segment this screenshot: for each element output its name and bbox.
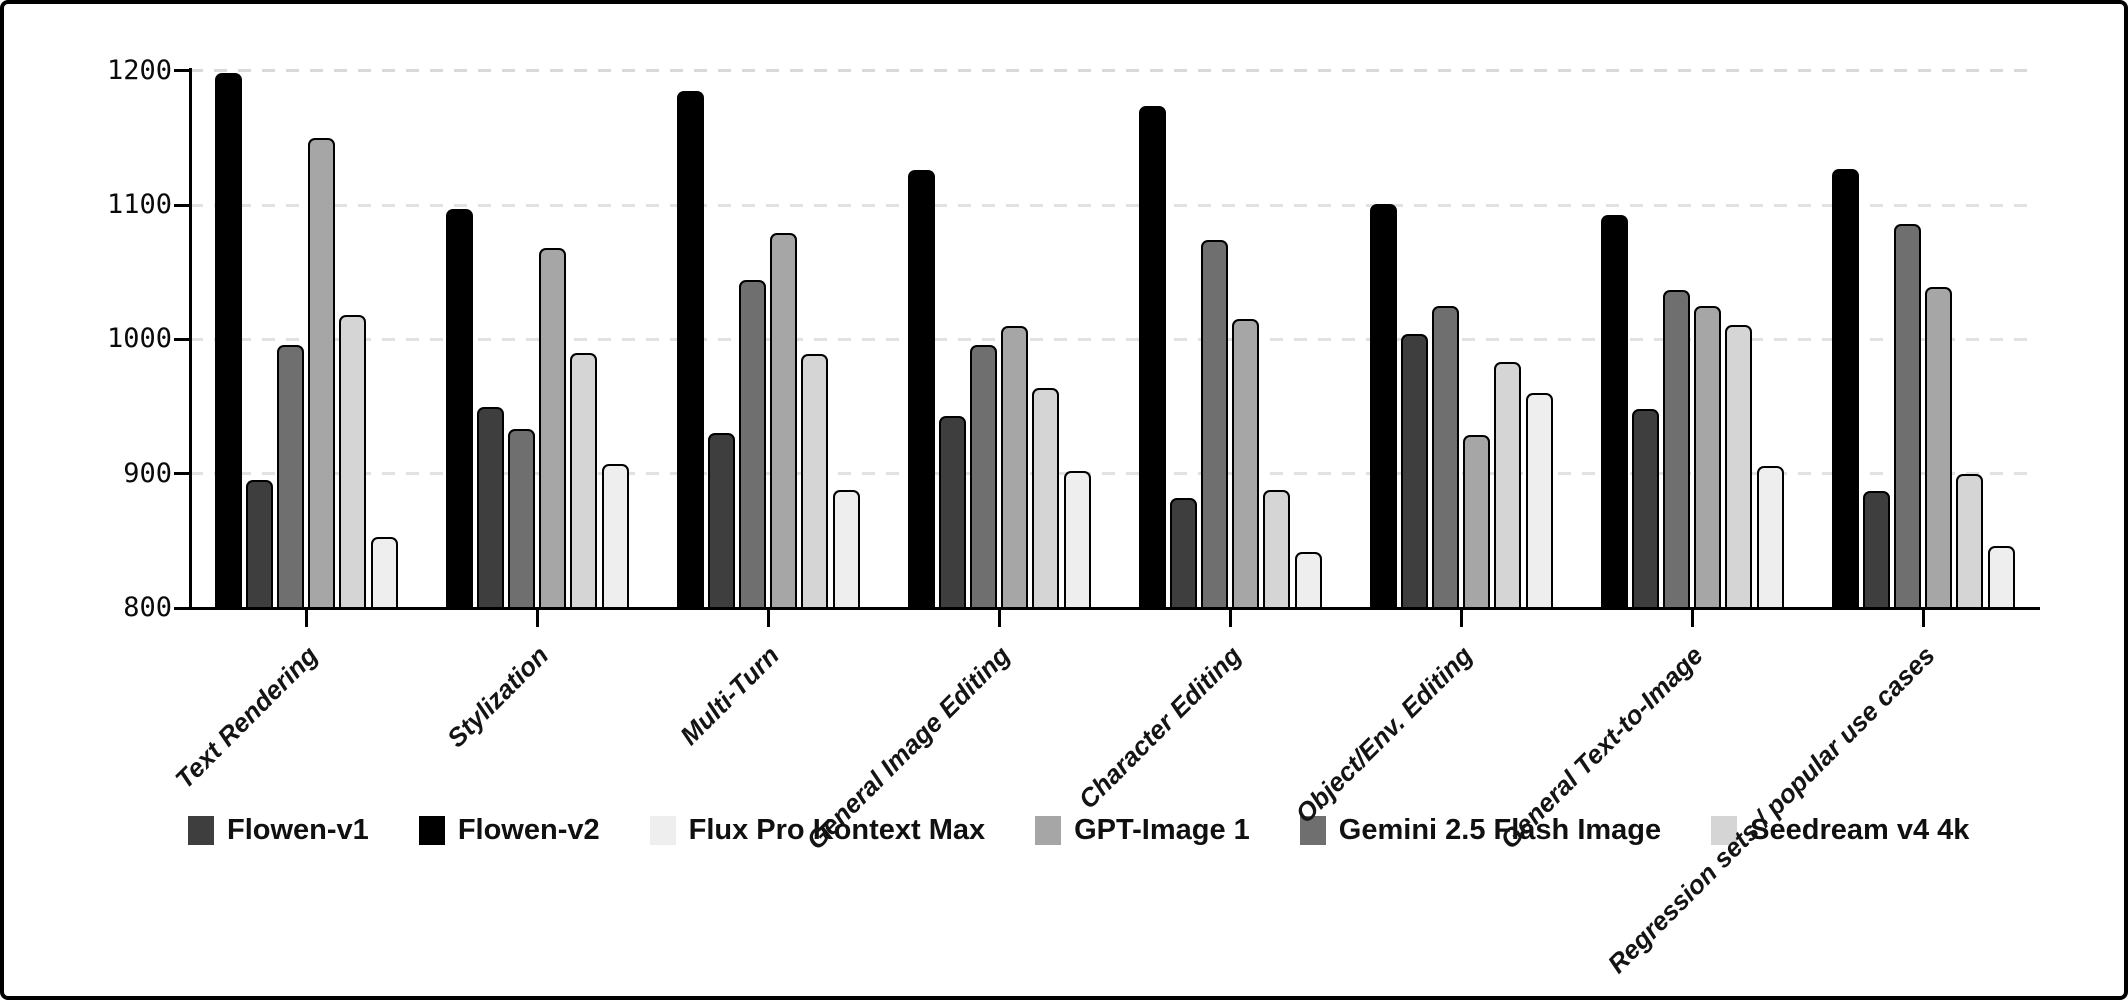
bar-gemini-2-5-flash-image-text-rendering (276, 344, 304, 608)
gridline-1100 (190, 203, 2032, 207)
bar-gpt-image-1-regression-sets-popular-use-cases (1925, 287, 1953, 608)
bar-gpt-image-1-text-rendering (308, 137, 336, 608)
legend-item-flux-pro-kontext-max: Flux Pro Kontext Max (649, 814, 986, 847)
x-tick-character-editing (1228, 608, 1232, 627)
legend-label-flux-pro-kontext-max: Flux Pro Kontext Max (688, 814, 986, 846)
y-tick-1000 (174, 337, 190, 341)
legend-swatch-gemini-2-5-flash-image (1299, 816, 1326, 845)
gridline-900 (190, 472, 2032, 476)
y-axis-tick-label: 800 (123, 592, 172, 623)
x-axis-label: Multi-Turn (674, 640, 786, 751)
bar-flux-pro-kontext-max-character-editing (1294, 551, 1322, 608)
bar-gemini-2-5-flash-image-character-editing (1200, 240, 1228, 608)
legend-swatch-flux-pro-kontext-max (649, 816, 676, 845)
bar-flux-pro-kontext-max-general-image-editing (1063, 471, 1091, 608)
x-tick-multi-turn (766, 608, 770, 627)
bar-gemini-2-5-flash-image-object-env-editing (1431, 305, 1459, 608)
x-axis-label: Character Editing (1072, 640, 1248, 815)
x-axis-label: Stylization (441, 640, 555, 754)
bar-flux-pro-kontext-max-general-text-to-image (1756, 465, 1784, 608)
x-tick-regression-sets-popular-use-cases (1921, 608, 1925, 627)
y-tick-900 (174, 472, 190, 476)
y-axis-tick-label: 1200 (106, 54, 172, 86)
legend-label-gemini-2-5-flash-image: Gemini 2.5 Flash Image (1338, 814, 1662, 846)
bar-flux-pro-kontext-max-object-env-editing (1525, 393, 1553, 608)
bar-flowen-v1-regression-sets-popular-use-cases (1862, 491, 1890, 608)
x-axis-label: Object/Env. Editing (1289, 640, 1479, 829)
bar-flowen-v1-multi-turn (707, 433, 735, 608)
bar-flux-pro-kontext-max-regression-sets-popular-use-cases (1987, 546, 2015, 608)
x-tick-stylization (535, 608, 539, 627)
bar-gpt-image-1-object-env-editing (1463, 434, 1491, 608)
bar-gemini-2-5-flash-image-regression-sets-popular-use-cases (1893, 223, 1921, 608)
bar-flux-pro-kontext-max-stylization (601, 464, 629, 608)
bar-flowen-v2-general-image-editing (907, 170, 935, 608)
bar-seedream-v4-4k-general-text-to-image (1725, 324, 1753, 608)
legend-label-flowen-v2: Flowen-v2 (457, 814, 600, 846)
legend: Flowen-v1 Flowen-v2 Flux Pro Kontext Max GP… (188, 814, 1969, 847)
legend-swatch-flowen-v1 (188, 816, 214, 845)
bar-flowen-v2-regression-sets-popular-use-cases (1831, 168, 1859, 608)
bar-gpt-image-1-general-text-to-image (1694, 305, 1722, 608)
y-axis-tick-label: 1100 (106, 189, 172, 221)
bar-flowen-v2-multi-turn (676, 90, 704, 608)
bar-flowen-v1-object-env-editing (1400, 334, 1428, 608)
x-tick-general-image-editing (997, 608, 1001, 627)
bar-gemini-2-5-flash-image-stylization (507, 429, 535, 608)
bar-seedream-v4-4k-object-env-editing (1494, 362, 1522, 608)
bar-seedream-v4-4k-stylization (570, 352, 598, 608)
legend-swatch-flowen-v2 (418, 816, 445, 845)
y-tick-1200 (174, 69, 190, 73)
legend-item-seedream-v4-4k: Seedream v4 4k (1711, 814, 1969, 847)
bar-flowen-v1-stylization (476, 406, 504, 608)
legend-item-flowen-v2: Flowen-v2 (418, 814, 600, 847)
legend-swatch-gpt-image-1 (1035, 816, 1062, 845)
bar-flowen-v1-general-text-to-image (1631, 409, 1659, 608)
legend-label-flowen-v1: Flowen-v1 (227, 814, 369, 846)
y-axis-tick-label: 900 (123, 457, 172, 489)
bar-seedream-v4-4k-multi-turn (801, 354, 829, 608)
bar-seedream-v4-4k-character-editing (1263, 489, 1291, 608)
bar-flowen-v1-text-rendering (245, 480, 273, 608)
y-tick-800 (174, 606, 190, 610)
bar-flowen-v2-object-env-editing (1369, 203, 1397, 608)
y-axis-tick-label: 1000 (106, 323, 172, 355)
x-axis-label: Text Rendering (168, 640, 324, 795)
bar-gpt-image-1-character-editing (1232, 319, 1260, 608)
bar-flowen-v1-character-editing (1169, 497, 1197, 608)
bar-flux-pro-kontext-max-text-rendering (370, 536, 398, 608)
legend-item-gemini-2-5-flash-image: Gemini 2.5 Flash Image (1299, 814, 1662, 847)
gridline-1000 (190, 337, 2032, 341)
legend-item-gpt-image-1: GPT-Image 1 (1035, 814, 1250, 847)
bar-seedream-v4-4k-regression-sets-popular-use-cases (1956, 473, 1984, 608)
bar-gemini-2-5-flash-image-multi-turn (738, 280, 766, 608)
bar-flowen-v2-general-text-to-image (1600, 214, 1628, 608)
bar-flowen-v2-stylization (445, 209, 473, 608)
bar-flowen-v2-character-editing (1138, 105, 1166, 608)
x-tick-text-rendering (304, 608, 308, 627)
gridline-1200 (190, 69, 2032, 73)
x-tick-general-text-to-image (1690, 608, 1694, 627)
bar-flowen-v1-general-image-editing (938, 415, 966, 608)
y-axis-line (188, 68, 192, 608)
legend-swatch-seedream-v4-4k (1711, 816, 1738, 845)
bar-gemini-2-5-flash-image-general-image-editing (969, 344, 997, 608)
bar-seedream-v4-4k-text-rendering (339, 315, 367, 608)
legend-label-gpt-image-1: GPT-Image 1 (1074, 814, 1250, 846)
legend-item-flowen-v1: Flowen-v1 (188, 814, 369, 847)
bar-flux-pro-kontext-max-multi-turn (832, 489, 860, 608)
x-tick-object-env-editing (1459, 608, 1463, 627)
bar-seedream-v4-4k-general-image-editing (1032, 387, 1060, 608)
bar-gpt-image-1-general-image-editing (1001, 325, 1029, 608)
bar-flowen-v2-text-rendering (214, 73, 242, 608)
bar-gpt-image-1-stylization (539, 248, 567, 608)
x-axis-line (190, 606, 2040, 610)
bar-gpt-image-1-multi-turn (770, 233, 798, 608)
bar-gemini-2-5-flash-image-general-text-to-image (1662, 289, 1690, 608)
legend-label-seedream-v4-4k: Seedream v4 4k (1750, 814, 1970, 846)
y-tick-1100 (174, 203, 190, 207)
